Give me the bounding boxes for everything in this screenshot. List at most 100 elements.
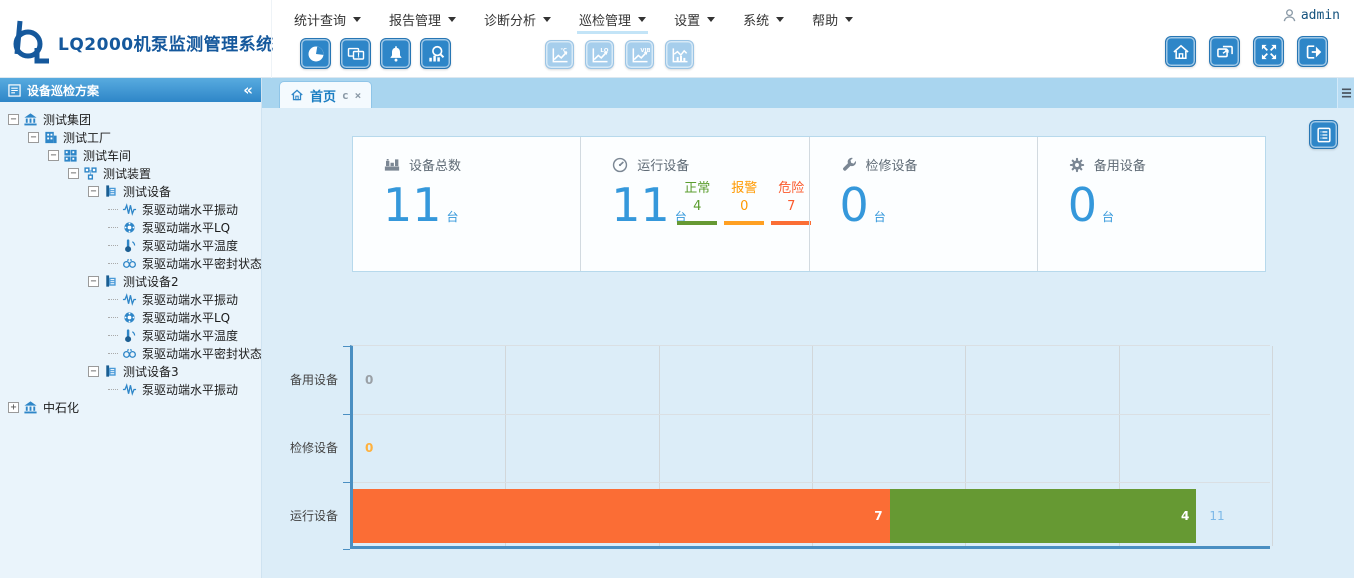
- unit-icon: [83, 166, 98, 181]
- menu-item-4[interactable]: 巡检管理: [577, 8, 648, 34]
- stat-card-value: 11 台: [611, 182, 808, 228]
- stat-unit: 台: [446, 210, 459, 224]
- menu-item-5[interactable]: 设置: [672, 8, 717, 34]
- expand-icon[interactable]: +: [8, 401, 19, 413]
- tree-connector: [108, 388, 118, 390]
- fullscreen-icon: [1259, 42, 1279, 62]
- chevron-down-icon: [707, 17, 716, 22]
- bar-segment-危险: 7: [353, 489, 890, 543]
- tree-node-label: 测试集团: [43, 112, 92, 127]
- chart-gridline: [1118, 346, 1120, 546]
- temperature-trend-icon: ℃: [550, 45, 570, 65]
- substat-value: 4: [693, 199, 702, 214]
- histogram-trend-button: [665, 40, 694, 69]
- stat-unit: 台: [873, 210, 886, 224]
- device-icon: [103, 184, 118, 199]
- monitor-alert-button[interactable]: !: [340, 38, 371, 69]
- header: LQ2000机泵监测管理系统 统计查询 报告管理 诊断分析 巡检管理 设置 系统 帮助 ad…: [0, 0, 1354, 78]
- axis-tick: [343, 549, 350, 550]
- brand: LQ2000机泵监测管理系统: [10, 20, 274, 64]
- tab-refresh-icon[interactable]: c: [342, 88, 349, 102]
- chevron-down-icon: [543, 17, 552, 22]
- tab-close-icon[interactable]: ×: [354, 88, 362, 102]
- tree-node[interactable]: − 测试工厂: [2, 128, 259, 146]
- substat-label: 正常: [684, 181, 711, 196]
- tree-node[interactable]: − 测试集团: [2, 110, 259, 128]
- collapse-icon[interactable]: −: [28, 131, 39, 143]
- collapse-icon[interactable]: −: [88, 185, 99, 197]
- stat-number: 0: [839, 178, 869, 232]
- tree-node[interactable]: 泵驱动端水平密封状态: [2, 344, 261, 362]
- sidebar-collapse-icon[interactable]: «: [243, 80, 253, 99]
- tree-node[interactable]: − 测试设备: [2, 182, 259, 200]
- pie-chart-button[interactable]: [300, 38, 331, 69]
- menu-item-1[interactable]: 统计查询: [292, 8, 363, 34]
- substat-label: 危险: [778, 181, 805, 196]
- tree-node[interactable]: 泵驱动端水平振动: [2, 380, 259, 398]
- search-statistics-button[interactable]: [420, 38, 451, 69]
- chevron-down-icon: [776, 17, 785, 22]
- collapse-icon[interactable]: −: [88, 365, 99, 377]
- collapse-icon[interactable]: −: [68, 167, 79, 179]
- vibration-trend-icon: VIB: [630, 45, 650, 65]
- home-icon: [1171, 42, 1191, 62]
- menu-item-2[interactable]: 报告管理: [387, 8, 458, 34]
- stat-number: 11: [383, 178, 442, 232]
- chart-row-separator: [353, 414, 1270, 415]
- tree-node-label: 泵驱动端水平密封状态: [142, 346, 261, 361]
- substat-label: 报警: [731, 181, 758, 196]
- substat-value: 0: [740, 199, 749, 214]
- seal-icon: [122, 346, 137, 361]
- menu-item-6[interactable]: 系统: [741, 8, 786, 34]
- tree-node[interactable]: 泵驱动端水平温度: [2, 326, 259, 344]
- tree-node[interactable]: 泵驱动端水平振动: [2, 200, 259, 218]
- tree-node[interactable]: 泵驱动端水平LQ: [2, 218, 259, 236]
- tree-node[interactable]: 泵驱动端水平LQ: [2, 308, 259, 326]
- menu-item-7[interactable]: 帮助: [810, 8, 855, 34]
- tree-connector: [108, 208, 118, 210]
- tree-node[interactable]: − 测试设备2: [2, 272, 259, 290]
- main: 首页 c × 设备总数 11 台运行设备 11 台正常 4 报警 0 危险 7 检修设备 0 台备用设备…: [262, 78, 1354, 578]
- tree-node[interactable]: − 测试设备3: [2, 362, 259, 380]
- collapse-icon[interactable]: −: [88, 275, 99, 287]
- tab-home[interactable]: 首页 c ×: [279, 81, 373, 108]
- home-button[interactable]: [1165, 36, 1196, 67]
- substat-正常: 正常 4: [677, 177, 718, 225]
- tab-menu-button[interactable]: [1337, 78, 1354, 108]
- tree-connector: [108, 226, 118, 228]
- tree-node-label: 测试车间: [83, 148, 132, 163]
- collapse-icon[interactable]: −: [8, 113, 19, 125]
- alarm-bell-button[interactable]: [380, 38, 411, 69]
- svg-text:!: !: [356, 51, 359, 59]
- chart-gridline: [965, 346, 967, 546]
- tree-node[interactable]: 泵驱动端水平振动: [2, 290, 259, 308]
- temperature-icon: [122, 238, 137, 253]
- toolbar-primary: !: [300, 38, 451, 69]
- menu-item-3[interactable]: 诊断分析: [482, 8, 553, 34]
- device-list-button[interactable]: [1309, 120, 1338, 149]
- menu-item-label: 设置: [674, 14, 701, 29]
- username: admin: [1300, 8, 1340, 23]
- chart-category-label: 备用设备: [289, 372, 338, 387]
- layout: 设备巡检方案 « − 测试集团 − 测试工厂 − 测试车间 − 测试装置 − 测试设备 泵驱动端水平…: [0, 78, 1354, 578]
- tree-node[interactable]: − 测试装置: [2, 164, 259, 182]
- logout-button[interactable]: [1297, 36, 1328, 67]
- tree-node[interactable]: − 测试车间: [2, 146, 259, 164]
- tree-node-label: 泵驱动端水平温度: [142, 238, 239, 253]
- chart-gridline: [658, 346, 660, 546]
- stat-card-value: 11 台: [383, 182, 580, 228]
- tree-node[interactable]: 泵驱动端水平温度: [2, 236, 259, 254]
- restore-window-button[interactable]: [1209, 36, 1240, 67]
- hamburger-icon: [1341, 88, 1351, 98]
- tree-node[interactable]: 泵驱动端水平密封状态: [2, 254, 261, 272]
- stat-card-head: 备用设备: [1068, 155, 1265, 174]
- user-box[interactable]: admin: [1282, 8, 1340, 23]
- collapse-icon[interactable]: −: [48, 149, 59, 161]
- fullscreen-button[interactable]: [1253, 36, 1284, 67]
- lq-trend-icon: LQ: [590, 45, 610, 65]
- tabbar: 首页 c ×: [262, 78, 1354, 108]
- chart-category-label: 运行设备: [289, 508, 338, 523]
- substat-bar: [724, 221, 765, 225]
- tree-node-label: 泵驱动端水平振动: [142, 202, 239, 217]
- tree-node[interactable]: + 中石化: [2, 398, 259, 416]
